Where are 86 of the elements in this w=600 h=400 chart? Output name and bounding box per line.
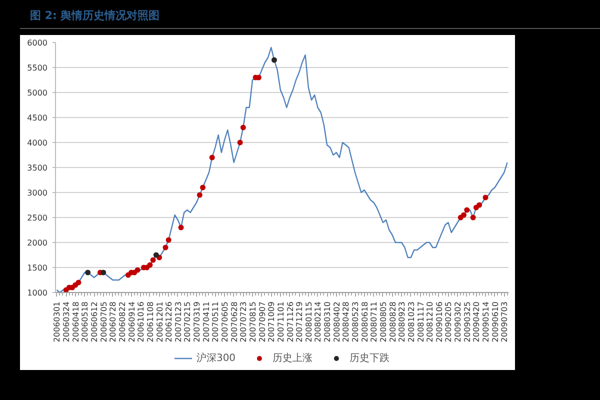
x-tick-label: 20070123 [174, 302, 183, 342]
point [209, 154, 215, 160]
x-tick-label: 20070605 [220, 302, 230, 342]
point [200, 184, 206, 190]
y-tick-label: 5500 [27, 64, 48, 72]
point [470, 214, 476, 220]
x-tick-label: 20061016 [136, 302, 146, 342]
point [76, 280, 82, 286]
x-tick-label: 20071101 [276, 302, 286, 342]
x-tick-label: 20080523 [351, 302, 360, 342]
x-tick-label: 20080711 [370, 302, 379, 342]
y-tick-label: 1000 [27, 288, 48, 298]
line-series [56, 46, 508, 292]
x-tick-label: 20090106 [434, 302, 444, 342]
point [147, 262, 153, 268]
point [166, 237, 172, 243]
x-tick-label: 20080310 [323, 302, 332, 342]
point [153, 252, 159, 258]
x-tick-label: 20080923 [398, 302, 407, 342]
point [100, 270, 106, 276]
x-tick-label: 20070628 [230, 302, 239, 342]
point [461, 212, 467, 218]
point [134, 267, 140, 273]
point [150, 257, 156, 263]
x-tick-label: 20060822 [118, 302, 127, 342]
y-tick-label: 4500 [27, 114, 48, 122]
point [476, 202, 482, 208]
y-tick-label: 4000 [27, 138, 48, 148]
x-tick-label: 20090420 [472, 302, 482, 342]
point [237, 140, 243, 146]
x-tick-label: 20060518 [80, 302, 90, 342]
x-tick-label: 20060728 [108, 302, 118, 342]
y-tick-label: 2000 [27, 238, 48, 248]
x-tick-label: 20090703 [500, 302, 510, 342]
x-tick-label: 20070815 [248, 302, 258, 342]
x-tick-label: 20070319 [192, 302, 202, 342]
x-tick-label: 20081023 [406, 302, 416, 342]
y-tick-label: 2500 [27, 214, 48, 222]
x-tick-label: 20071219 [295, 302, 304, 342]
x-tick-label: 20080805 [378, 302, 388, 342]
point [482, 194, 488, 200]
y-tick-label: 3000 [27, 188, 48, 198]
x-tick-label: 20061201 [155, 302, 164, 342]
x-tick-label: 20090514 [482, 302, 491, 342]
legend-label: 历史下跌 [350, 352, 390, 364]
x-tick-label: 20080214 [314, 302, 323, 342]
x-tick-label: 20070907 [258, 302, 267, 342]
point [85, 270, 91, 276]
y-tick-label: 6000 [27, 38, 48, 48]
point [240, 124, 246, 130]
x-tick-label: 20080402 [332, 302, 342, 342]
point [271, 57, 277, 63]
legend-label: 历史上涨 [272, 352, 313, 364]
x-tick-label: 20080428 [342, 302, 351, 342]
x-tick-label: 20061226 [164, 302, 174, 342]
x-tick-label: 20061108 [146, 302, 155, 342]
x-tick-label: 20090325 [462, 302, 472, 342]
legend-label: 沪深300 [196, 352, 236, 364]
chart-title: 图 2: 舆情历史情况对照图 [30, 8, 160, 24]
x-tick-label: 20070215 [183, 302, 192, 342]
x-tick-label: 20071009 [267, 302, 276, 342]
x-tick-label: 20070723 [239, 302, 248, 342]
x-tick-label: 20070411 [202, 302, 211, 342]
x-tick-label: 20060324 [62, 302, 72, 342]
y-tick-label: 5000 [27, 88, 48, 98]
x-tick-label: 20081117 [416, 302, 426, 342]
point [178, 224, 184, 230]
x-tick-label: 20060418 [71, 302, 80, 342]
x-tick-label: 20080828 [388, 302, 398, 342]
x-tick-label: 20060705 [99, 302, 108, 342]
y-tick-label: 3500 [27, 164, 48, 172]
point [162, 244, 168, 250]
x-tick-label: 20081210 [426, 302, 435, 342]
point [196, 192, 202, 198]
y-tick-label: 1500 [27, 264, 48, 272]
x-tick-label: 20071126 [286, 302, 295, 342]
point [464, 207, 470, 213]
x-tick-label: 20060914 [127, 302, 136, 342]
x-tick-label: 20080618 [360, 302, 370, 342]
x-tick-label: 20090610 [490, 302, 500, 342]
x-tick-label: 20090205 [444, 302, 454, 342]
x-tick-label: 20090302 [454, 302, 463, 342]
x-tick-label: 20060612 [90, 302, 100, 342]
x-tick-label: 20070511 [211, 302, 220, 342]
x-tick-label: 20060301 [52, 302, 62, 342]
x-tick-label: 20080115 [304, 302, 314, 342]
